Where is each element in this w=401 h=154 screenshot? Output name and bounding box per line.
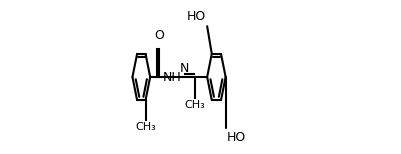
Text: CH₃: CH₃ <box>135 122 156 132</box>
Text: NH: NH <box>162 71 181 84</box>
Text: CH₃: CH₃ <box>184 100 205 110</box>
Text: HO: HO <box>186 10 205 23</box>
Text: HO: HO <box>227 131 246 144</box>
Text: N: N <box>179 62 188 75</box>
Text: O: O <box>154 29 164 42</box>
